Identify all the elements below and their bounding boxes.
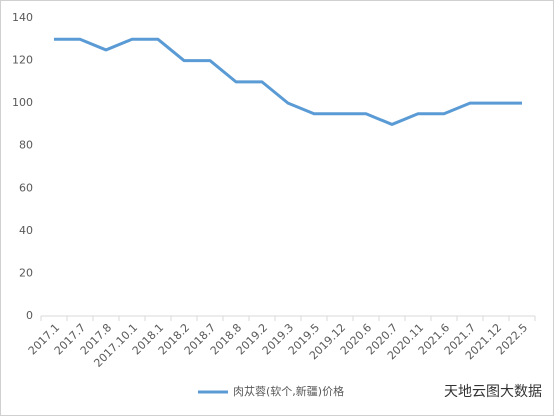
y-tick-label: 100 (12, 96, 33, 109)
line (54, 37, 522, 126)
legend-label: 肉苁蓉(软个,新疆)价格 (233, 384, 344, 398)
y-tick-label: 0 (26, 309, 33, 322)
y-tick-label: 20 (19, 266, 33, 279)
watermark: 天地云图大数据 (444, 384, 542, 400)
y-tick-label: 140 (12, 11, 33, 24)
y-tick-label: 120 (12, 54, 33, 67)
y-tick-label: 40 (19, 224, 33, 237)
y-tick-label: 80 (19, 139, 33, 152)
y-tick-label: 60 (19, 181, 33, 194)
